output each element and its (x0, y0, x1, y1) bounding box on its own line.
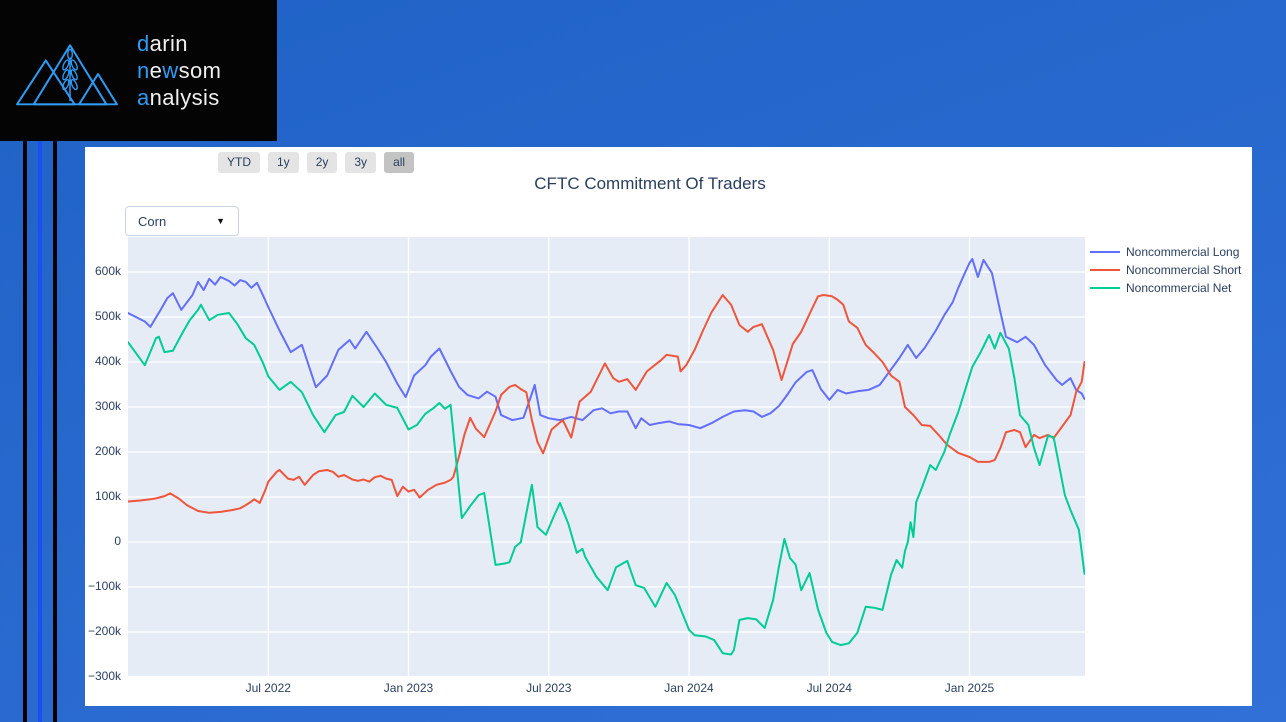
x-axis-label: Jan 2025 (944, 681, 995, 695)
brand-letter-highlight: d (137, 31, 150, 56)
chart-title: CFTC Commitment Of Traders (534, 174, 766, 193)
legend-swatch (1090, 251, 1120, 253)
range-button-all[interactable]: all (384, 152, 415, 173)
brand-text: darin newsom analysis (137, 30, 221, 111)
x-axis-label: Jul 2022 (245, 681, 291, 695)
accent-stripe-right (53, 141, 57, 722)
legend-swatch (1090, 287, 1120, 289)
dropdown-value: Corn (138, 213, 167, 229)
brand-letter-highlight: n (137, 58, 150, 83)
range-button-1y[interactable]: 1y (268, 152, 299, 173)
legend-label: Noncommercial Long (1126, 245, 1240, 259)
legend: Noncommercial Long Noncommercial Short Non… (1090, 243, 1241, 297)
y-axis-label: 0 (114, 534, 121, 548)
brand-line: newsom (137, 57, 221, 84)
legend-swatch (1090, 269, 1120, 271)
brand-letter: e (149, 58, 163, 83)
range-button-3y[interactable]: 3y (345, 152, 377, 173)
x-axis-label: Jan 2023 (383, 681, 434, 695)
legend-label: Noncommercial Short (1126, 263, 1242, 277)
brand-letter-highlight: w (162, 58, 179, 83)
x-axis-label: Jul 2024 (806, 681, 852, 695)
legend-item-noncommercial-net[interactable]: Noncommercial Net (1090, 279, 1241, 297)
mountain-wheat-logo-icon (16, 43, 118, 105)
y-axis-label: 500k (94, 309, 121, 323)
commodity-dropdown[interactable]: Corn ▼ (125, 206, 239, 236)
brand-letter-highlight: a (137, 85, 150, 110)
y-axis-label: −200k (87, 624, 121, 638)
y-axis-label: 300k (94, 399, 121, 413)
y-axis-label: 600k (94, 264, 121, 278)
range-button-YTD[interactable]: YTD (218, 152, 260, 173)
brand-letter: nalysis (149, 85, 220, 110)
legend-item-noncommercial-long[interactable]: Noncommercial Long (1090, 243, 1241, 261)
logo-box: darin newsom analysis (0, 0, 277, 141)
brand-line: darin (137, 30, 221, 57)
legend-item-noncommercial-short[interactable]: Noncommercial Short (1090, 261, 1241, 279)
chevron-down-icon: ▼ (216, 216, 225, 226)
range-button-2y[interactable]: 2y (306, 152, 338, 173)
x-axis-label: Jul 2023 (526, 681, 572, 695)
brand-line: analysis (137, 84, 221, 111)
y-axis-label: 200k (94, 444, 121, 458)
accent-stripe-blue (38, 141, 42, 722)
y-axis-label: 400k (94, 354, 121, 368)
plot-area[interactable] (128, 237, 1085, 677)
y-axis-label: −300k (87, 669, 121, 683)
brand-letter: som (178, 58, 222, 83)
legend-label: Noncommercial Net (1126, 281, 1232, 295)
series-line-noncommercial-net (128, 303, 1085, 656)
x-axis-label: Jan 2024 (664, 681, 714, 695)
range-selector: YTD 1y 2y 3y all (218, 152, 415, 173)
chart-card: YTD 1y 2y 3y all CFTC Commitment Of Traders … (85, 147, 1252, 706)
series-line-noncommercial-long (128, 257, 1085, 430)
accent-stripe-left (23, 141, 27, 722)
y-axis-label: −100k (87, 579, 121, 593)
y-axis-label: 100k (94, 489, 121, 503)
brand-letter: arin (149, 31, 188, 56)
series-line-noncommercial-short (128, 294, 1085, 514)
